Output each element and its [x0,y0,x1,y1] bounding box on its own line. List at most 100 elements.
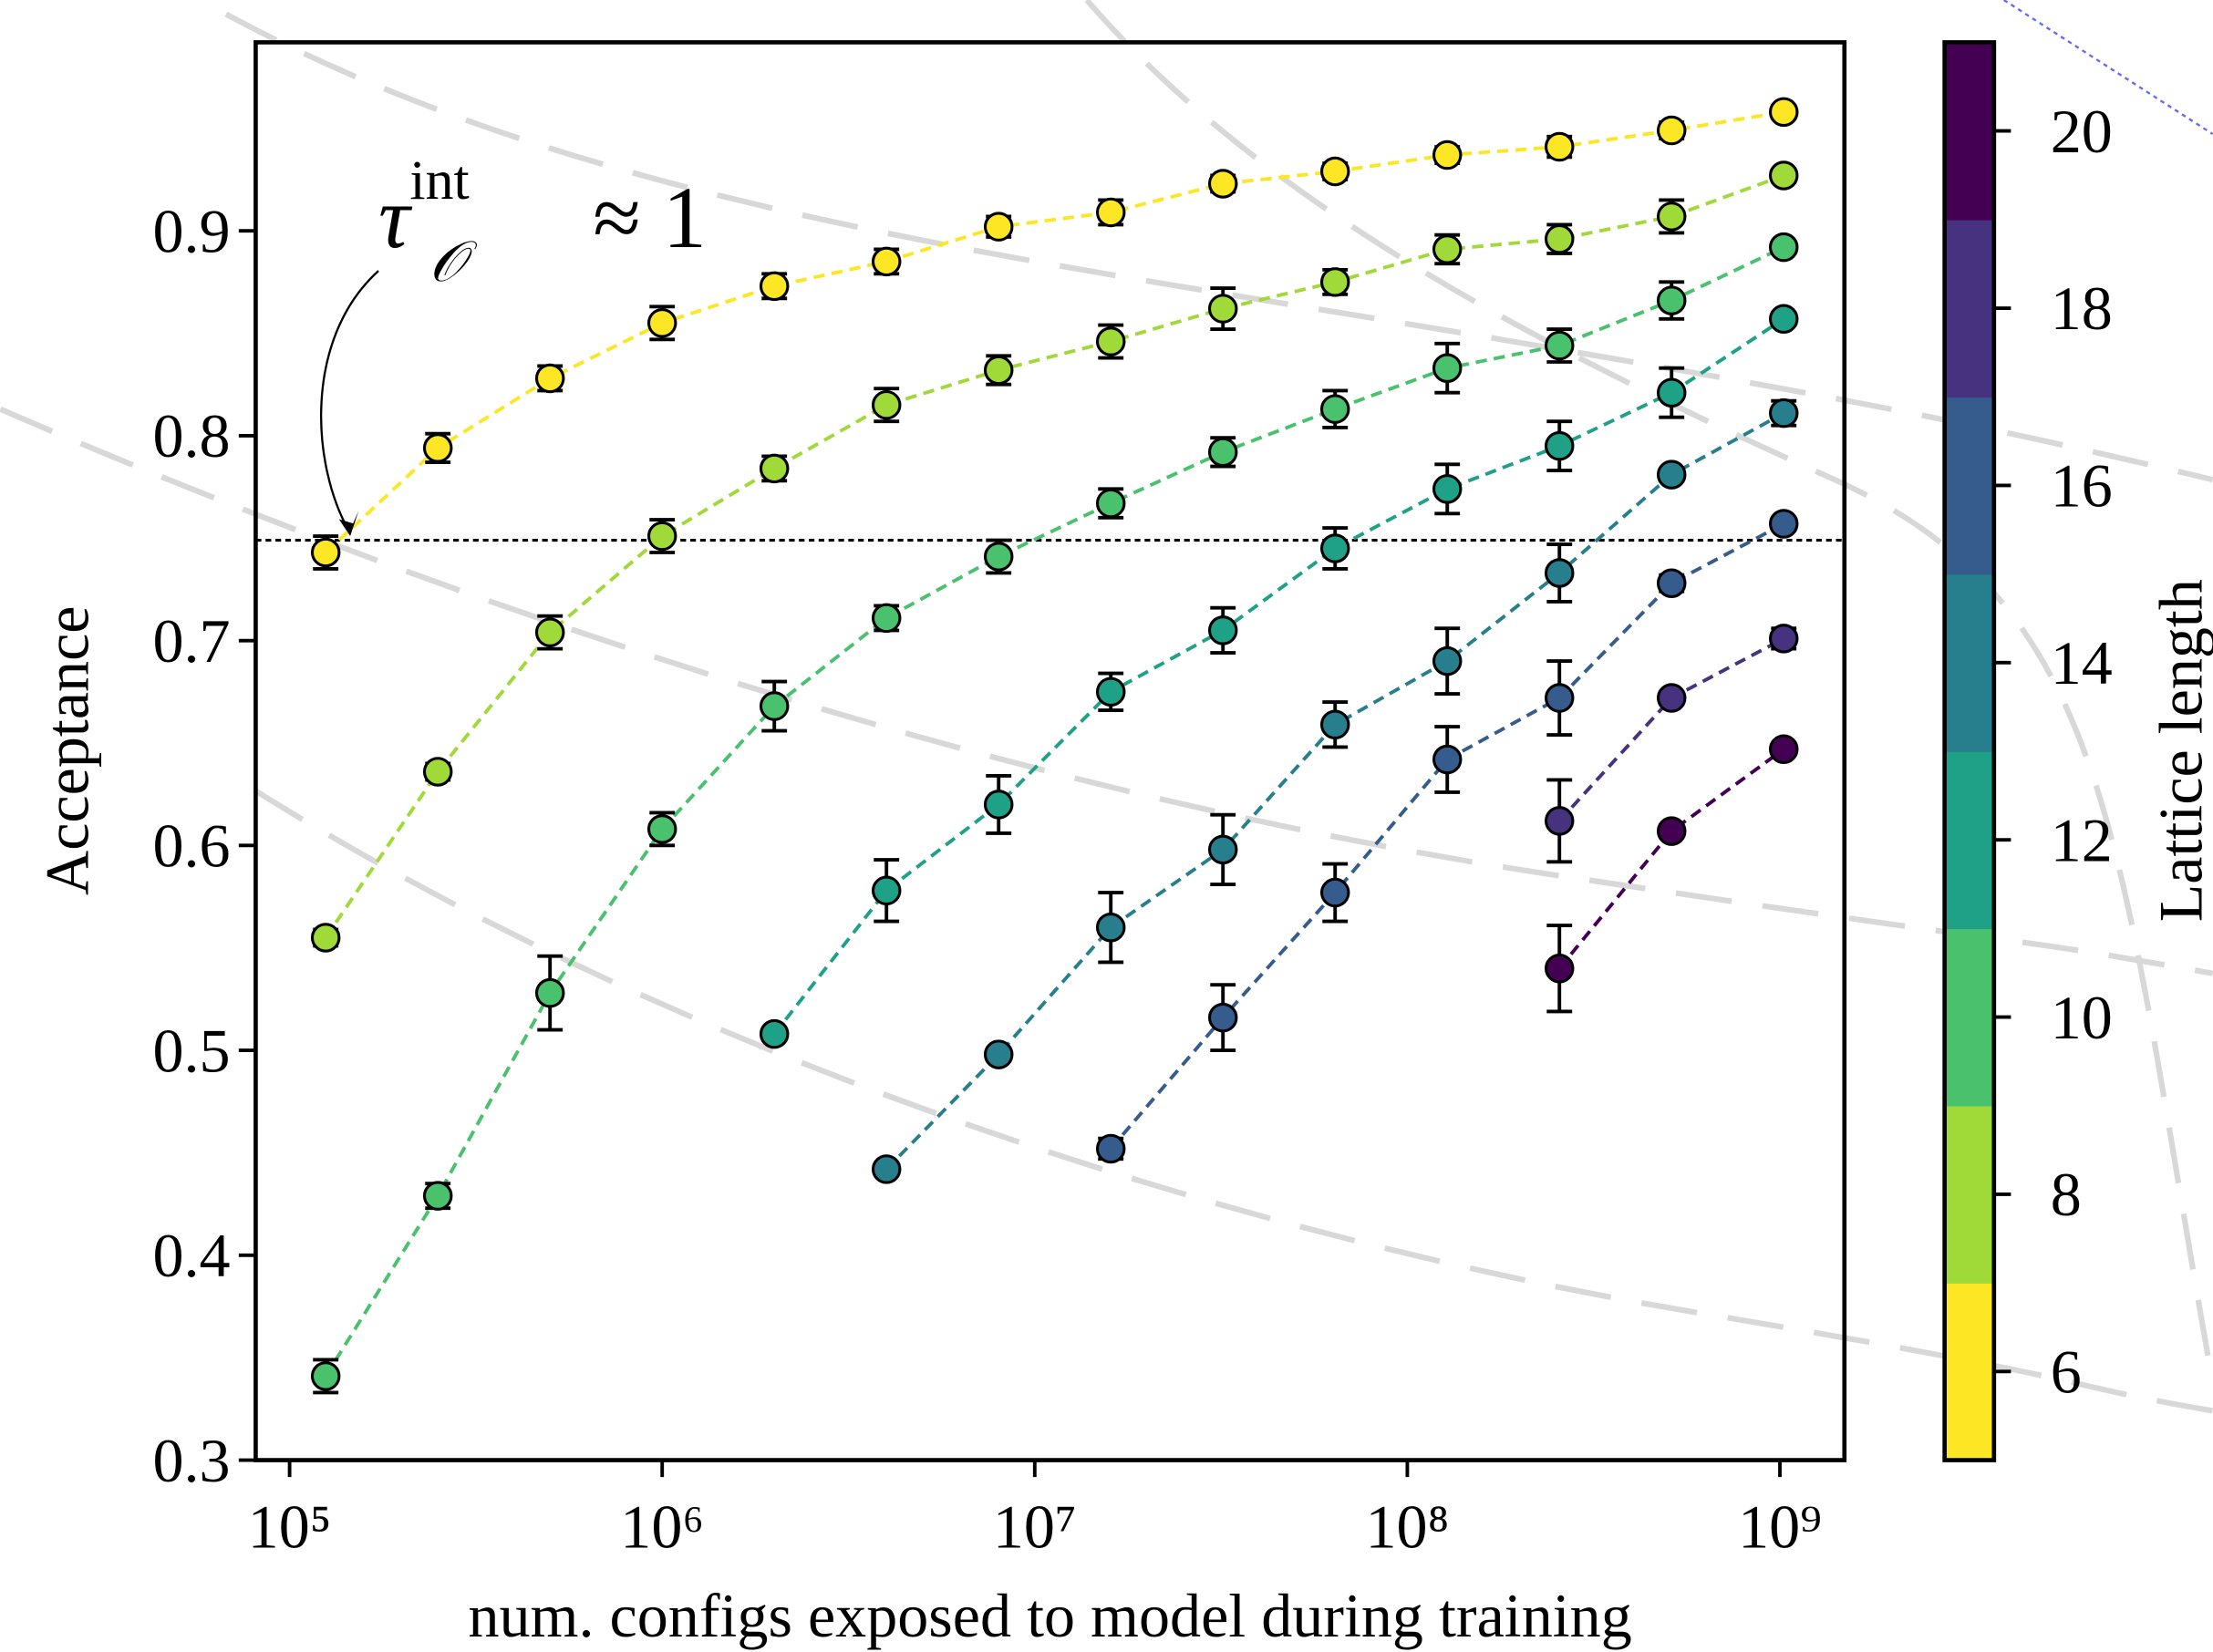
data-point [1432,645,1463,676]
x-tick-label: 10⁶ [620,1492,704,1561]
data-point [534,617,565,647]
data-point [1095,326,1126,356]
data-point [1319,394,1350,424]
data-point [983,355,1014,386]
colorbar-tick-label: 20 [2051,97,2113,166]
data-point [646,814,677,844]
data-point [759,453,790,484]
data-point [534,363,565,394]
data-point [1207,437,1238,468]
colorbar-tick-label: 18 [2051,274,2113,343]
colorbar-tick-label: 16 [2051,451,2113,521]
series-line [772,317,1785,1036]
x-tick-label: 10⁹ [1738,1492,1822,1561]
colorbar-segment [1944,750,1994,930]
data-point [1768,97,1799,128]
y-tick-label: 0.6 [152,811,230,881]
x-tick-label: 10⁷ [993,1492,1077,1561]
y-tick-label: 0.8 [152,401,230,470]
colorbar-segment [1944,928,1994,1107]
series-line [324,245,1785,1378]
data-point [1095,676,1126,707]
data-point [1544,953,1575,984]
data-point [1319,877,1350,908]
series-line [1557,748,1785,970]
data-point [1544,683,1575,713]
data-point [1768,232,1799,263]
data-point [759,1018,790,1049]
series-line [324,109,1784,554]
data-point [646,521,677,552]
data-point [1319,533,1350,563]
data-point [1544,430,1575,461]
data-point [1656,201,1687,232]
colorbar-tick-label: 6 [2051,1337,2082,1407]
data-point [1432,474,1463,504]
data-point [871,389,902,420]
data-point [1432,744,1463,775]
data-point [422,1181,453,1211]
data-point [1095,197,1126,228]
data-point [1656,285,1687,315]
data-point [1207,1002,1238,1033]
data-point [1768,160,1799,191]
y-tick-label: 0.9 [152,196,230,265]
x-tick-label: 10⁵ [248,1492,332,1561]
plot-area [255,97,1845,1395]
data-point [1432,353,1463,383]
data-point [1544,223,1575,254]
data-point [871,246,902,277]
data-point [1544,558,1575,588]
annotation-sup: int [409,150,469,212]
data-point [1207,834,1238,865]
data-point [1207,294,1238,324]
data-point [983,542,1014,572]
data-point [1319,267,1350,297]
colorbar-segment [1944,397,1994,575]
y-tick-label: 0.4 [152,1221,230,1290]
plot-frame [253,40,1847,1462]
data-point [1656,683,1687,713]
colorbar-tick-label: 10 [2051,983,2113,1052]
data-point [759,271,790,302]
series-line [324,173,1784,939]
data-point [871,875,902,906]
data-point [1095,488,1126,519]
data-point [1768,624,1799,654]
data-point [759,691,790,721]
data-point [1095,913,1126,943]
data-point [983,1039,1014,1069]
data-point [1544,806,1575,836]
colorbar-segment [1944,573,1994,752]
data-point [1768,734,1799,764]
data-point [983,790,1014,820]
data-point [310,923,341,953]
data-point [534,977,565,1008]
data-point [310,537,341,568]
data-point [1768,398,1799,428]
data-point [1207,169,1238,199]
data-point [1656,377,1687,408]
colorbar-segment [1944,42,1994,221]
y-tick-label: 0.3 [152,1426,230,1495]
colorbar-frame [1942,40,1997,1462]
data-point [422,433,453,463]
background-decoration [2003,0,2213,135]
annotation: τint 𝒪 ≈ 1 [378,150,707,294]
data-point [1656,568,1687,598]
data-point [1768,509,1799,539]
data-point [1768,304,1799,335]
x-axis-label: num. configs exposed to model during tra… [468,1581,1631,1650]
y-tick-label: 0.5 [152,1016,230,1085]
data-point [1656,459,1687,490]
annotation-arrow [320,270,379,534]
annotation-arrowhead [338,511,359,537]
colorbar-tick-label: 14 [2051,628,2113,697]
data-point [1207,615,1238,645]
data-point [422,757,453,787]
data-point [871,1154,902,1184]
y-axis-label: Acceptance [32,605,101,894]
data-point [1095,1133,1126,1164]
